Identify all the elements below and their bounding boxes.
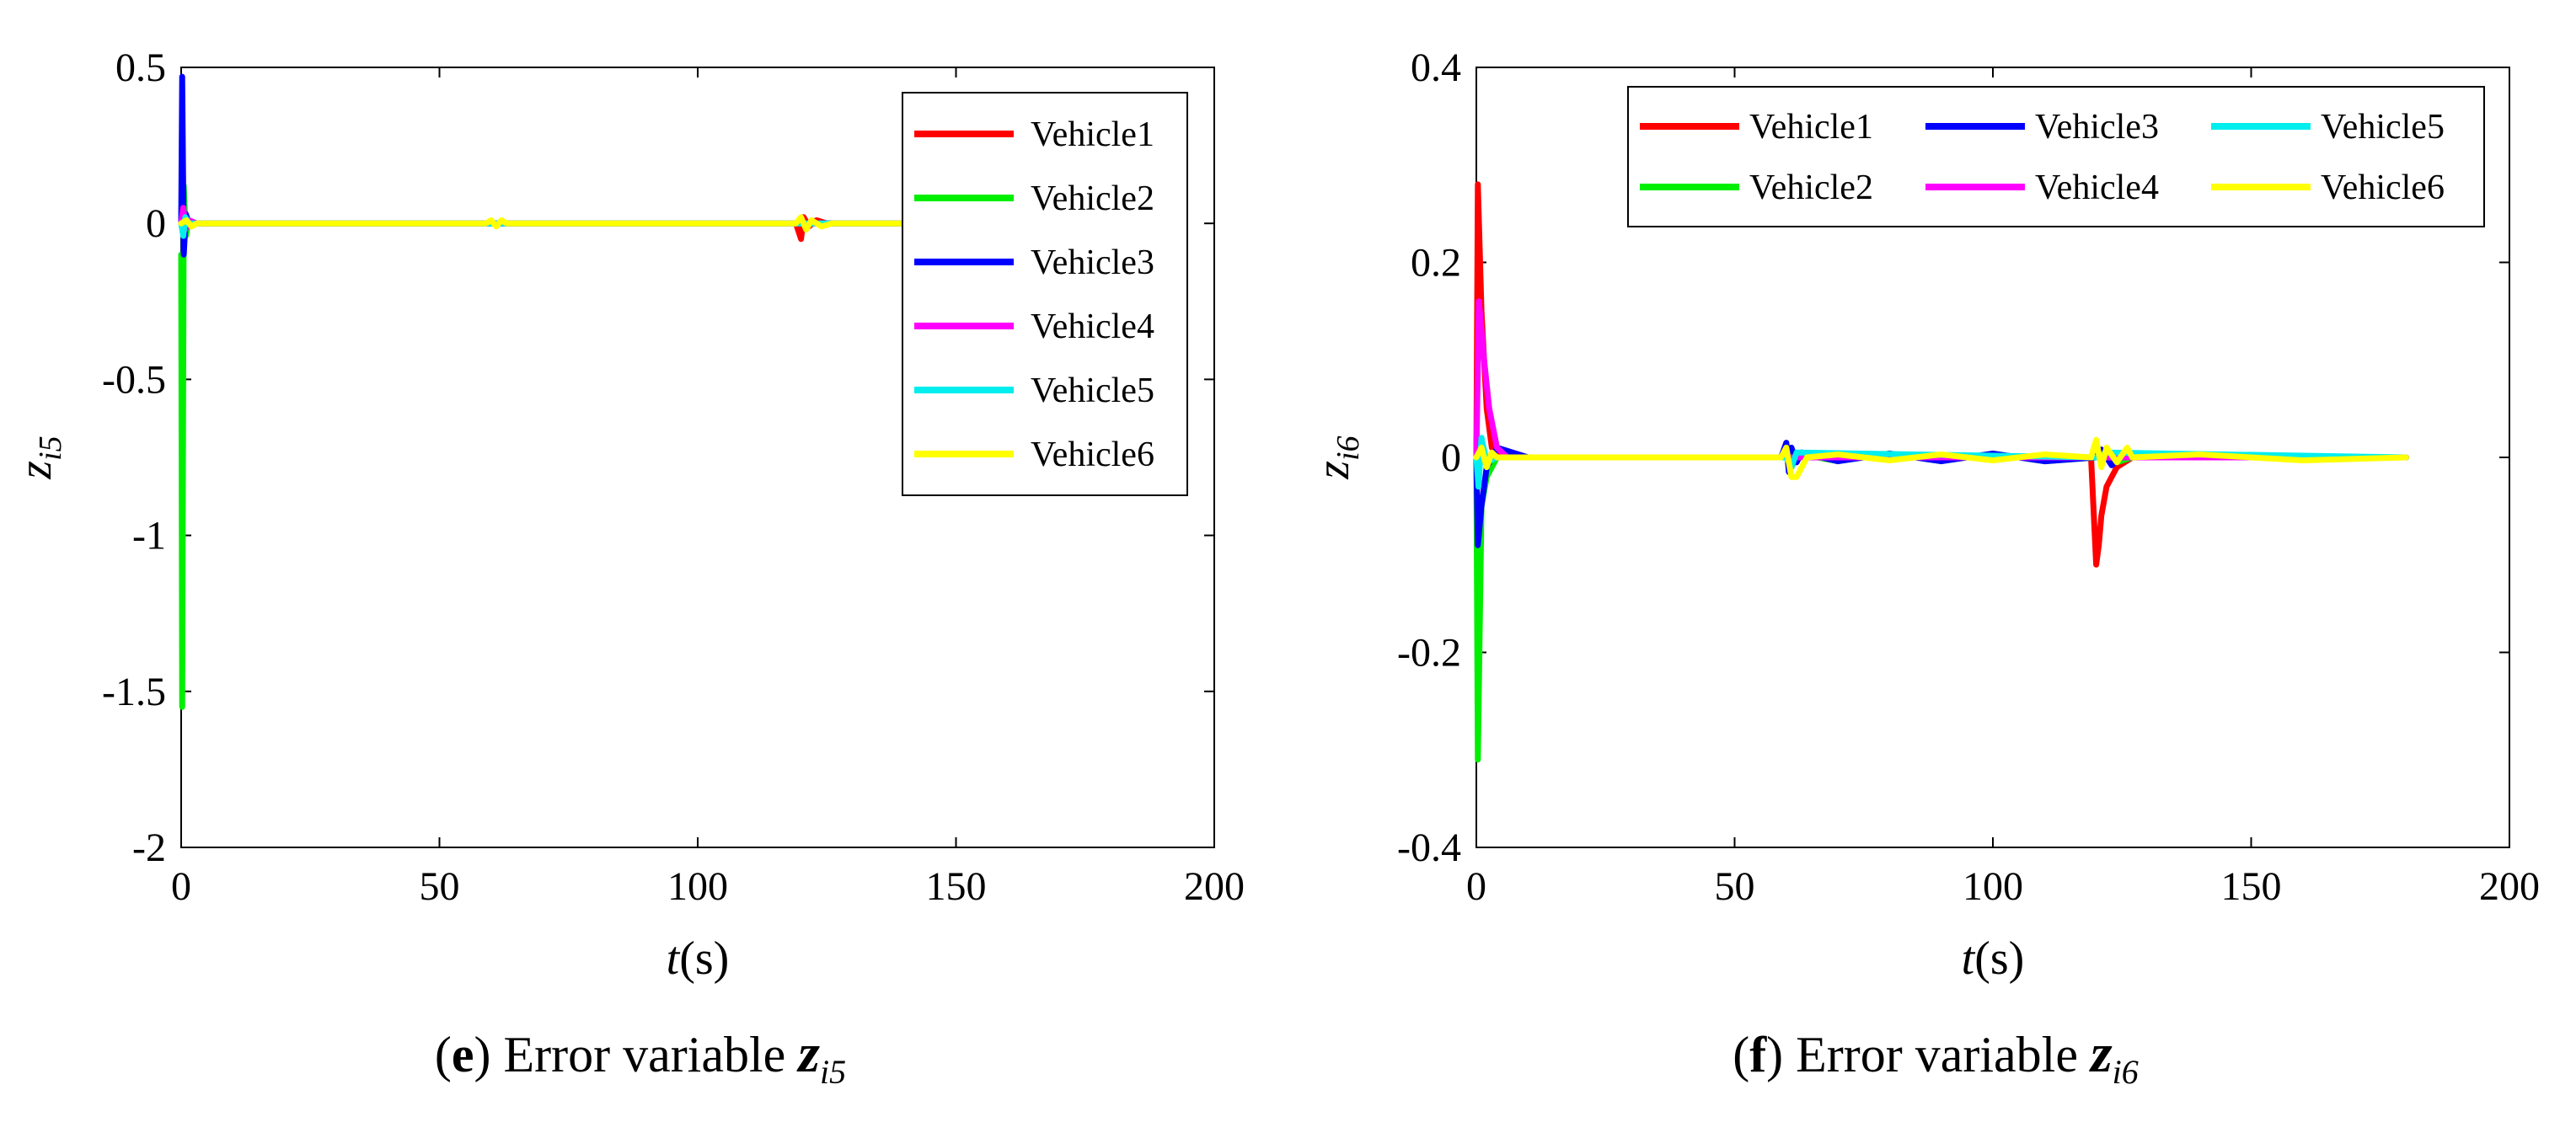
y-tick-label: 0.2: [1411, 241, 1461, 286]
legend-label: Vehicle6: [2321, 168, 2445, 207]
chart-panel-e: 0 50 100 150 200 -2-1.5-1-0.500.5 Vehicle1Ve…: [9, 45, 1245, 1091]
legend-label: Vehicle1: [1031, 115, 1154, 154]
caption: (f) Error variable zi6: [1733, 1023, 2139, 1091]
legend-label: Vehicle4: [2035, 168, 2159, 207]
caption-body: ) Error variable: [1766, 1027, 2091, 1082]
y-tick-label: 0.5: [115, 45, 166, 90]
y-tick-label: -2: [132, 825, 166, 870]
caption-letter: e: [452, 1027, 474, 1082]
caption-symbol: z: [2089, 1023, 2113, 1084]
x-tick-label: 200: [2479, 864, 2540, 909]
series-line-vehicle1: [178, 211, 908, 243]
caption-subscript: i6: [2113, 1053, 2139, 1091]
caption-text: (e) Error variable zi5: [435, 1023, 846, 1091]
y-tick-label: -1.5: [102, 670, 166, 714]
legend-label: Vehicle4: [1031, 307, 1154, 346]
y-axis-label: zi6: [1307, 435, 1366, 479]
x-axis-var: t: [667, 932, 681, 985]
x-tick-label: 200: [1184, 864, 1245, 909]
x-tick-label: 150: [926, 864, 987, 909]
x-tick-label: 50: [1715, 864, 1755, 909]
x-tick-label: 50: [420, 864, 460, 909]
x-tick-label: 0: [171, 864, 191, 909]
legend-label: Vehicle3: [1031, 243, 1154, 282]
legend-label: Vehicle3: [2035, 108, 2159, 147]
series-lines: [178, 73, 908, 710]
series-lines: [1473, 181, 2409, 763]
legend-box: [1627, 86, 2485, 227]
legend-label: Vehicle2: [1031, 179, 1154, 218]
caption-letter: f: [1749, 1027, 1767, 1082]
caption-paren-open: (: [435, 1027, 452, 1082]
x-ticks: 0 50 100 150 200: [1466, 67, 2540, 909]
y-tick-label: 0: [146, 201, 166, 246]
legend-label: Vehicle2: [1749, 168, 1873, 207]
x-axis-var: t: [1962, 932, 1976, 985]
caption-body: ) Error variable: [474, 1027, 799, 1082]
x-tick-label: 150: [2221, 864, 2282, 909]
y-axis-var: z: [1307, 461, 1359, 480]
y-axis-subscript: i6: [1331, 435, 1366, 461]
x-axis-unit: (s): [679, 932, 729, 985]
y-ticks: -2 -1.5 -1 -0.5 0 0.5: [102, 45, 1214, 870]
series-line-vehicle6: [1473, 436, 2409, 480]
chart-panel-f: 0 50 100 150 200 -0.4-0.200.20.4 Vehicle1Veh…: [1307, 45, 2540, 1091]
x-axis-label: t(s): [667, 932, 730, 985]
x-tick-label: 100: [1963, 864, 2023, 909]
legend-label: Vehicle5: [1031, 371, 1154, 410]
series-line-vehicle4: [1473, 298, 2409, 461]
legend-box: [902, 92, 1188, 496]
y-tick-label: 0.4: [1411, 45, 1461, 90]
y-tick-label: -0.2: [1397, 631, 1461, 676]
legend-label: Vehicle6: [1031, 435, 1154, 474]
y-tick-label: -1: [132, 514, 166, 558]
y-axis-subscript: i5: [33, 435, 68, 461]
y-tick-label: 0: [1441, 435, 1461, 480]
y-tick-label: -0.5: [102, 357, 166, 402]
x-axis-label: t(s): [1962, 932, 2025, 985]
caption-paren-open: (: [1733, 1027, 1749, 1082]
caption-subscript: i5: [820, 1053, 846, 1091]
caption-text: (f) Error variable zi6: [1733, 1023, 2139, 1091]
y-axis-label-text: zi6: [1307, 435, 1366, 479]
caption-symbol: z: [796, 1023, 820, 1084]
x-axis-label-text: t(s): [1962, 932, 2025, 985]
x-tick-label: 0: [1466, 864, 1486, 909]
x-axis-label-text: t(s): [667, 932, 730, 985]
legend-label: Vehicle5: [2321, 108, 2445, 147]
series-line-vehicle2: [1473, 444, 2409, 763]
series-line-vehicle1: [1473, 181, 2409, 568]
x-tick-label: 100: [667, 864, 728, 909]
y-axis-label-text: zi5: [9, 435, 68, 479]
y-ticks: -0.4 -0.2 0 0.2 0.4: [1397, 45, 2509, 870]
y-tick-label: -0.4: [1397, 825, 1461, 870]
y-axis-label: zi5: [9, 435, 68, 479]
y-axis-var: z: [9, 461, 62, 480]
legend-label: Vehicle1: [1749, 108, 1873, 147]
caption: (e) Error variable zi5: [435, 1023, 846, 1091]
legend: Vehicle1 Vehicle2 Vehicle3 Vehicle4 Vehicle5…: [902, 92, 1188, 496]
series-line-vehicle6: [178, 214, 908, 233]
x-axis-unit: (s): [1974, 932, 2024, 985]
legend: Vehicle1 Vehicle2 Vehicle3 Vehicle4 Vehicle5…: [1627, 86, 2485, 227]
x-ticks: 0 50 100 150 200: [171, 67, 1245, 909]
series-line-vehicle2: [178, 183, 908, 710]
